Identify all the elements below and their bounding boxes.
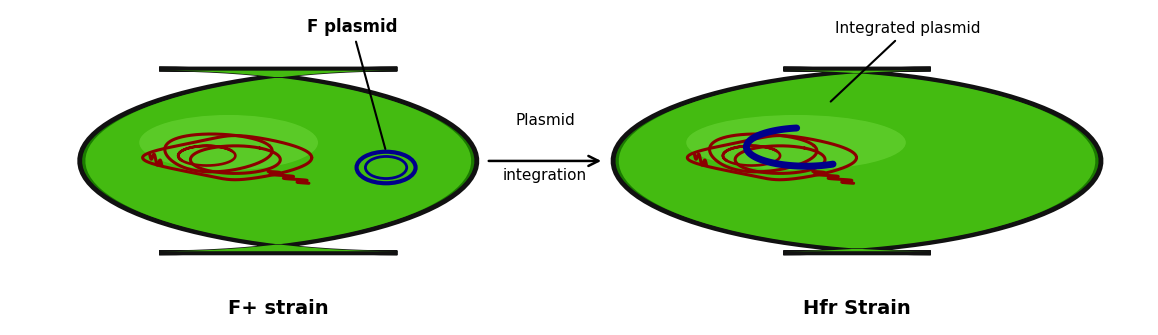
Ellipse shape [687, 115, 906, 170]
Text: integration: integration [503, 168, 587, 183]
Text: F plasmid: F plasmid [307, 18, 397, 149]
PathPatch shape [613, 69, 1101, 253]
Text: Hfr Strain: Hfr Strain [804, 299, 911, 318]
Text: Integrated plasmid: Integrated plasmid [830, 21, 981, 102]
Ellipse shape [139, 115, 318, 170]
PathPatch shape [618, 71, 1095, 251]
Text: Plasmid: Plasmid [515, 113, 574, 128]
PathPatch shape [86, 71, 471, 251]
Text: F+ strain: F+ strain [228, 299, 329, 318]
PathPatch shape [80, 69, 477, 253]
